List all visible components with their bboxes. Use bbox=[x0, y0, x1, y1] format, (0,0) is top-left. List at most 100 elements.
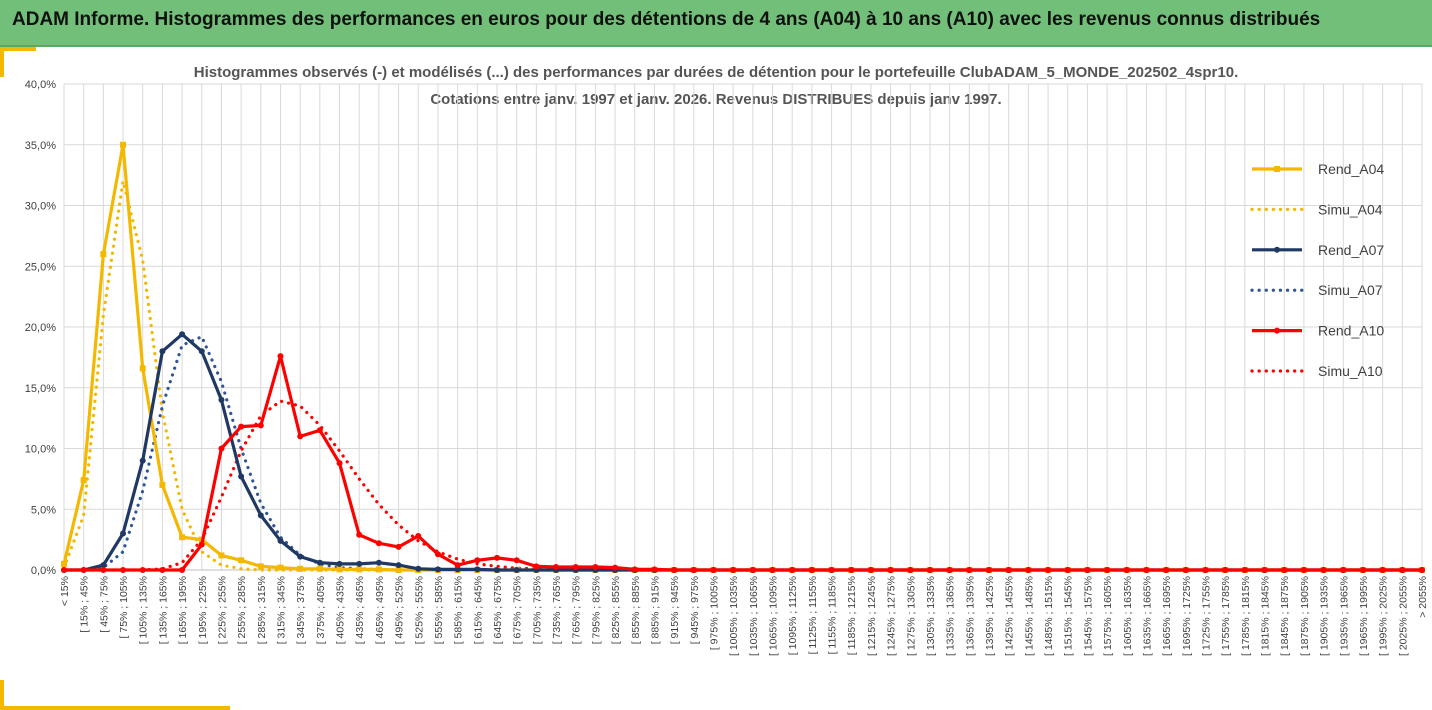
data-point bbox=[749, 567, 756, 573]
data-point bbox=[533, 563, 540, 570]
x-tick-label: [ 1875% ; 1905% bbox=[1299, 576, 1311, 656]
data-point bbox=[808, 567, 815, 573]
x-tick-label: [ 1815% ; 1845% bbox=[1260, 576, 1272, 656]
data-point bbox=[592, 563, 599, 570]
x-tick-label: [ 1545% ; 1575% bbox=[1082, 576, 1094, 656]
y-tick-label: 40,0% bbox=[25, 79, 56, 91]
series-line-rend-a04 bbox=[62, 143, 1422, 572]
data-point bbox=[1281, 567, 1288, 573]
y-tick-label: 35,0% bbox=[25, 140, 56, 152]
data-point bbox=[257, 512, 264, 519]
data-point bbox=[179, 534, 186, 541]
x-tick-label: [ 765% ; 795% bbox=[571, 576, 583, 644]
data-point bbox=[454, 562, 461, 569]
x-tick-label: [ 1095% ; 1125% bbox=[787, 576, 799, 655]
x-tick-label: [ 105% ; 135% bbox=[138, 576, 150, 644]
data-point bbox=[1005, 567, 1012, 573]
data-point bbox=[198, 541, 205, 548]
data-point bbox=[513, 567, 520, 573]
data-point bbox=[297, 553, 304, 560]
x-tick-label: [ 1125% ; 1155% bbox=[807, 576, 819, 654]
data-point bbox=[434, 551, 441, 558]
x-tick-label: [ 1215% ; 1245% bbox=[866, 576, 878, 656]
data-point bbox=[612, 564, 619, 571]
data-point bbox=[651, 566, 658, 573]
x-tick-label: [ 45% ; 75% bbox=[98, 576, 110, 633]
x-tick-label: [ 975% ; 1005% bbox=[708, 576, 720, 650]
x-tick-label: > 2055% bbox=[1417, 576, 1429, 618]
data-point bbox=[1025, 567, 1032, 573]
data-point bbox=[946, 567, 953, 573]
data-point bbox=[238, 473, 245, 480]
data-point bbox=[238, 423, 245, 430]
x-tick-label: [ 1245% ; 1275% bbox=[886, 576, 898, 656]
x-tick-label: [ 1665% ; 1695% bbox=[1161, 576, 1173, 656]
y-tick-label: 10,0% bbox=[25, 444, 56, 456]
data-point bbox=[1359, 567, 1366, 573]
x-tick-label: [ 525% ; 555% bbox=[413, 576, 425, 644]
data-point bbox=[848, 567, 855, 573]
data-point bbox=[336, 460, 343, 467]
data-point bbox=[710, 567, 717, 573]
data-point bbox=[1222, 567, 1229, 573]
x-tick-label: [ 1785% ; 1815% bbox=[1240, 576, 1252, 656]
y-tick-label: 5,0% bbox=[31, 504, 56, 516]
series-line-simu-a04 bbox=[62, 179, 1424, 572]
legend-marker bbox=[1274, 327, 1280, 334]
data-point bbox=[120, 530, 127, 537]
x-tick-label: [ 1755% ; 1785% bbox=[1220, 576, 1232, 656]
frame-corner-top-left bbox=[0, 47, 4, 77]
x-tick-label: [ 345% ; 375% bbox=[295, 576, 307, 644]
x-tick-label: [ 1575% ; 1605% bbox=[1102, 576, 1114, 656]
data-point bbox=[1241, 567, 1248, 573]
x-tick-label: [ 585% ; 615% bbox=[453, 576, 465, 644]
data-point bbox=[100, 562, 107, 569]
data-point bbox=[277, 564, 284, 571]
data-point bbox=[139, 365, 146, 372]
series-line-rend-a07 bbox=[64, 332, 1422, 572]
data-point bbox=[100, 251, 107, 258]
data-point bbox=[789, 567, 796, 573]
data-point bbox=[375, 559, 382, 566]
data-point bbox=[926, 567, 933, 573]
x-tick-label: [ 1845% ; 1875% bbox=[1279, 576, 1291, 656]
data-point bbox=[1084, 567, 1091, 573]
data-point bbox=[356, 560, 363, 567]
data-point bbox=[1202, 567, 1209, 573]
frame-corner-top bbox=[0, 47, 36, 51]
legend-label: Rend_A04 bbox=[1318, 161, 1384, 177]
x-tick-label: [ 795% ; 825% bbox=[590, 576, 602, 644]
x-tick-label: [ 225% ; 255% bbox=[216, 576, 228, 644]
data-point bbox=[1143, 567, 1150, 573]
data-point bbox=[1320, 567, 1327, 573]
x-tick-label: [ 1965% ; 1995% bbox=[1358, 576, 1370, 656]
series-layer bbox=[61, 141, 1425, 573]
data-point bbox=[375, 566, 382, 573]
data-point bbox=[336, 560, 343, 567]
x-tick-label: [ 1515% ; 1545% bbox=[1063, 576, 1075, 656]
series-line-simu-a07 bbox=[62, 335, 1424, 572]
data-point bbox=[316, 565, 323, 572]
x-tick-label: [ 615% ; 645% bbox=[472, 576, 484, 644]
x-tick-label: [ 1485% ; 1515% bbox=[1043, 576, 1055, 656]
x-tick-label: [ 405% ; 435% bbox=[335, 576, 347, 644]
data-point bbox=[1064, 567, 1071, 573]
data-point bbox=[395, 567, 402, 573]
x-tick-label: [ 315% ; 345% bbox=[275, 576, 287, 644]
data-point bbox=[139, 567, 146, 573]
data-point bbox=[120, 567, 127, 573]
x-tick-label: [ 945% ; 975% bbox=[689, 576, 701, 644]
data-point bbox=[395, 562, 402, 569]
data-point bbox=[159, 348, 166, 355]
data-point bbox=[159, 481, 166, 488]
data-point bbox=[474, 566, 481, 573]
data-point bbox=[1123, 567, 1130, 573]
data-point bbox=[297, 565, 304, 572]
data-point bbox=[415, 565, 422, 572]
x-tick-label: [ 885% ; 915% bbox=[649, 576, 661, 644]
data-point bbox=[631, 566, 638, 573]
data-point bbox=[80, 567, 87, 573]
chart-subtitle: Cotations entre janv. 1997 et janv. 2026… bbox=[430, 91, 1002, 108]
series-line-simu-a10 bbox=[62, 399, 1424, 572]
